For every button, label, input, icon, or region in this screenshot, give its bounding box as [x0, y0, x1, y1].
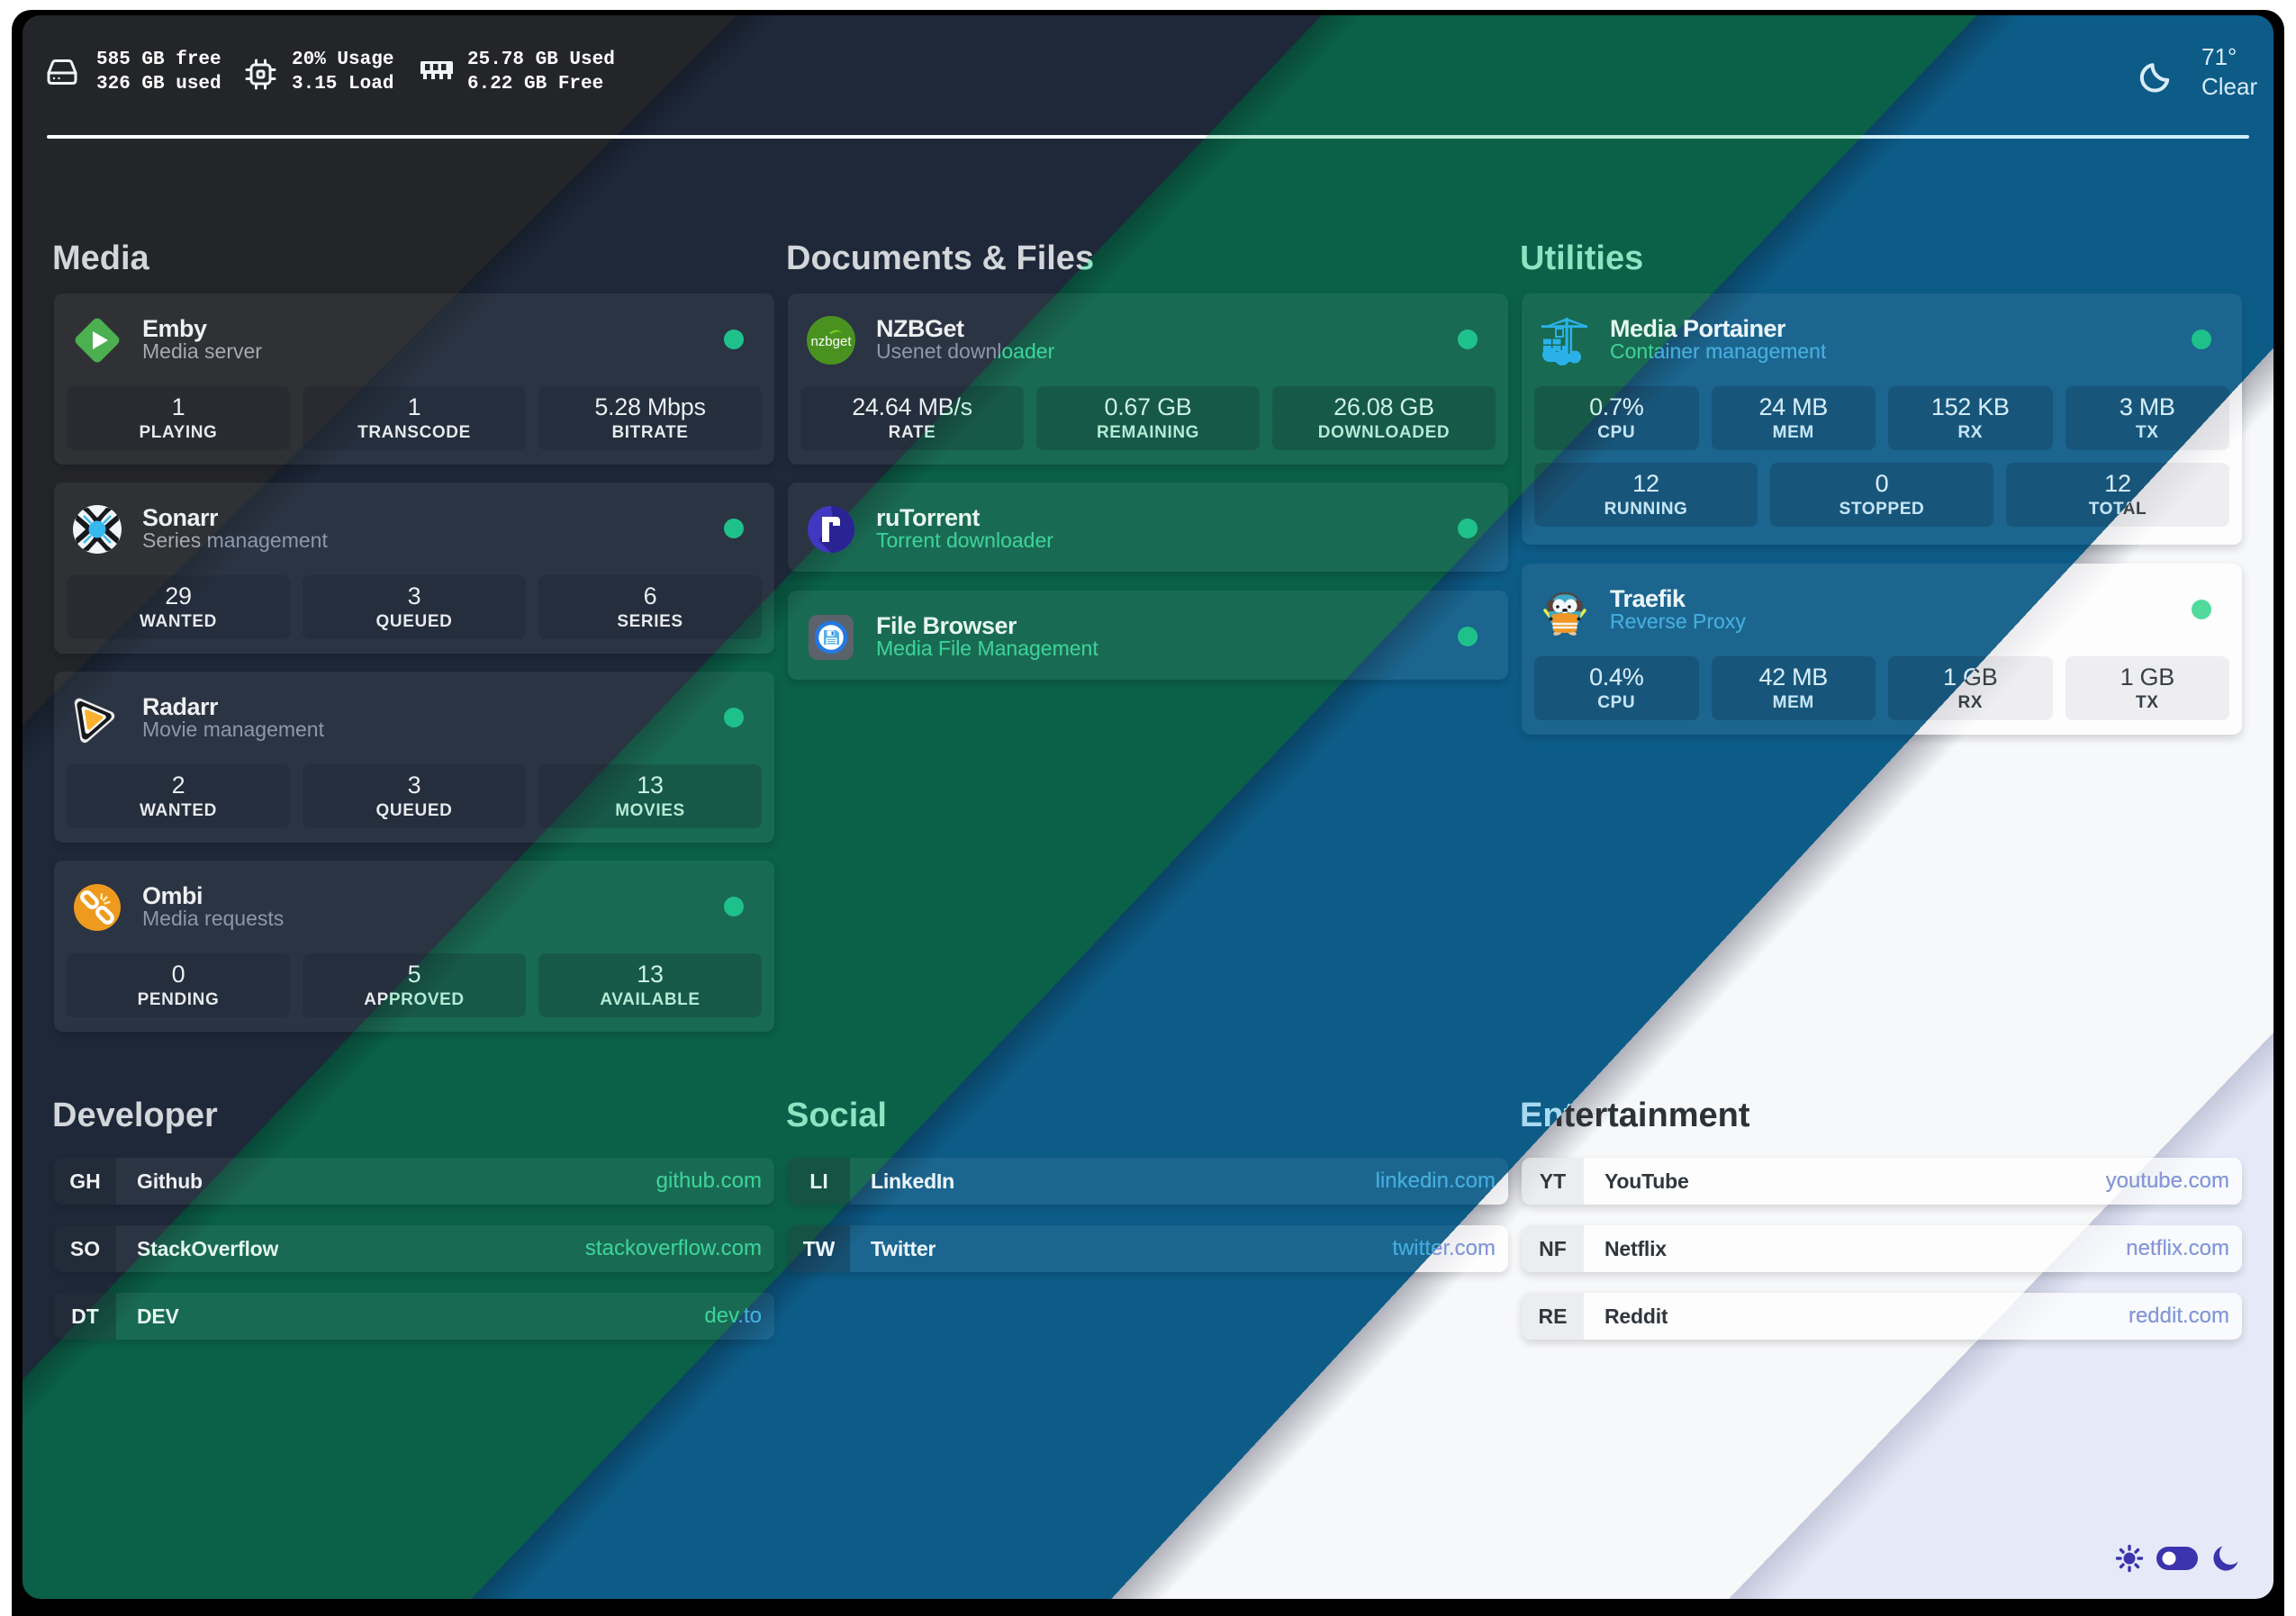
svg-text:nzbget: nzbget: [810, 334, 852, 349]
